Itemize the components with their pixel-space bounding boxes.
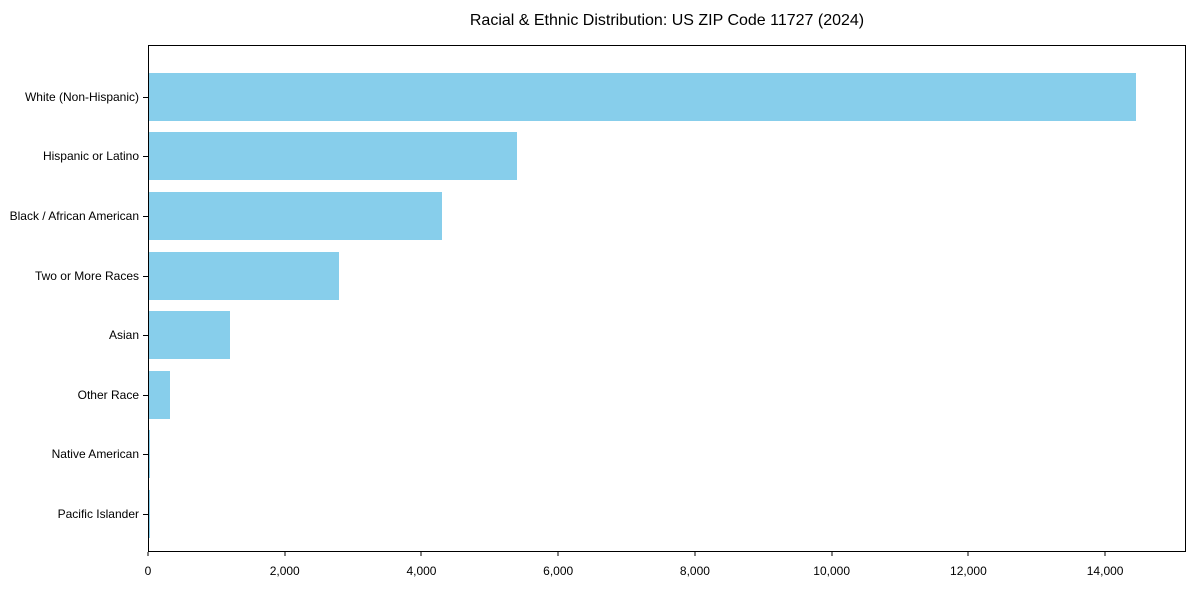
x-tick-mark (147, 552, 149, 556)
y-tick-label: Two or More Races (34, 268, 139, 283)
x-tick-label: 14,000 (1086, 564, 1124, 578)
bar (149, 430, 151, 479)
y-tick-mark (143, 394, 148, 396)
plot-area (148, 45, 1186, 552)
y-tick-mark (143, 454, 148, 456)
y-tick-mark (143, 156, 148, 158)
bar (149, 72, 1136, 121)
y-tick-mark (143, 514, 148, 515)
x-tick-mark (420, 552, 422, 556)
chart-title: Racial & Ethnic Distribution: US ZIP Cod… (469, 12, 865, 29)
y-tick-mark (143, 335, 148, 337)
bar (149, 132, 518, 181)
x-tick-label: 8,000 (679, 564, 710, 578)
y-tick-mark (143, 96, 148, 98)
x-tick-label: 6,000 (543, 564, 574, 578)
y-tick-label: White (Non-Hispanic) (24, 89, 139, 104)
y-tick-mark (143, 275, 148, 277)
y-tick-label: Native American (51, 447, 139, 462)
x-tick-label: 12,000 (950, 564, 987, 578)
x-tick-label: 10,000 (813, 564, 851, 578)
x-tick-mark (967, 552, 969, 556)
x-tick-label: 2,000 (269, 564, 300, 578)
x-tick-label: 4,000 (406, 564, 437, 578)
bar (149, 370, 171, 419)
y-tick-mark (143, 216, 148, 217)
x-tick-mark (1104, 552, 1106, 556)
bar (149, 251, 339, 300)
x-tick-mark (831, 552, 833, 556)
y-tick-label: Black / African American (9, 209, 139, 223)
y-tick-label: Hispanic or Latino (42, 149, 139, 164)
y-tick-label: Asian (108, 328, 139, 343)
bar (149, 311, 231, 360)
x-tick-label: 0 (144, 564, 152, 578)
x-tick-mark (284, 552, 286, 556)
y-tick-label: Other Race (77, 387, 139, 402)
bar (149, 192, 442, 240)
y-tick-label: Pacific Islander (57, 507, 139, 521)
x-tick-mark (557, 552, 559, 556)
x-tick-mark (694, 552, 696, 556)
